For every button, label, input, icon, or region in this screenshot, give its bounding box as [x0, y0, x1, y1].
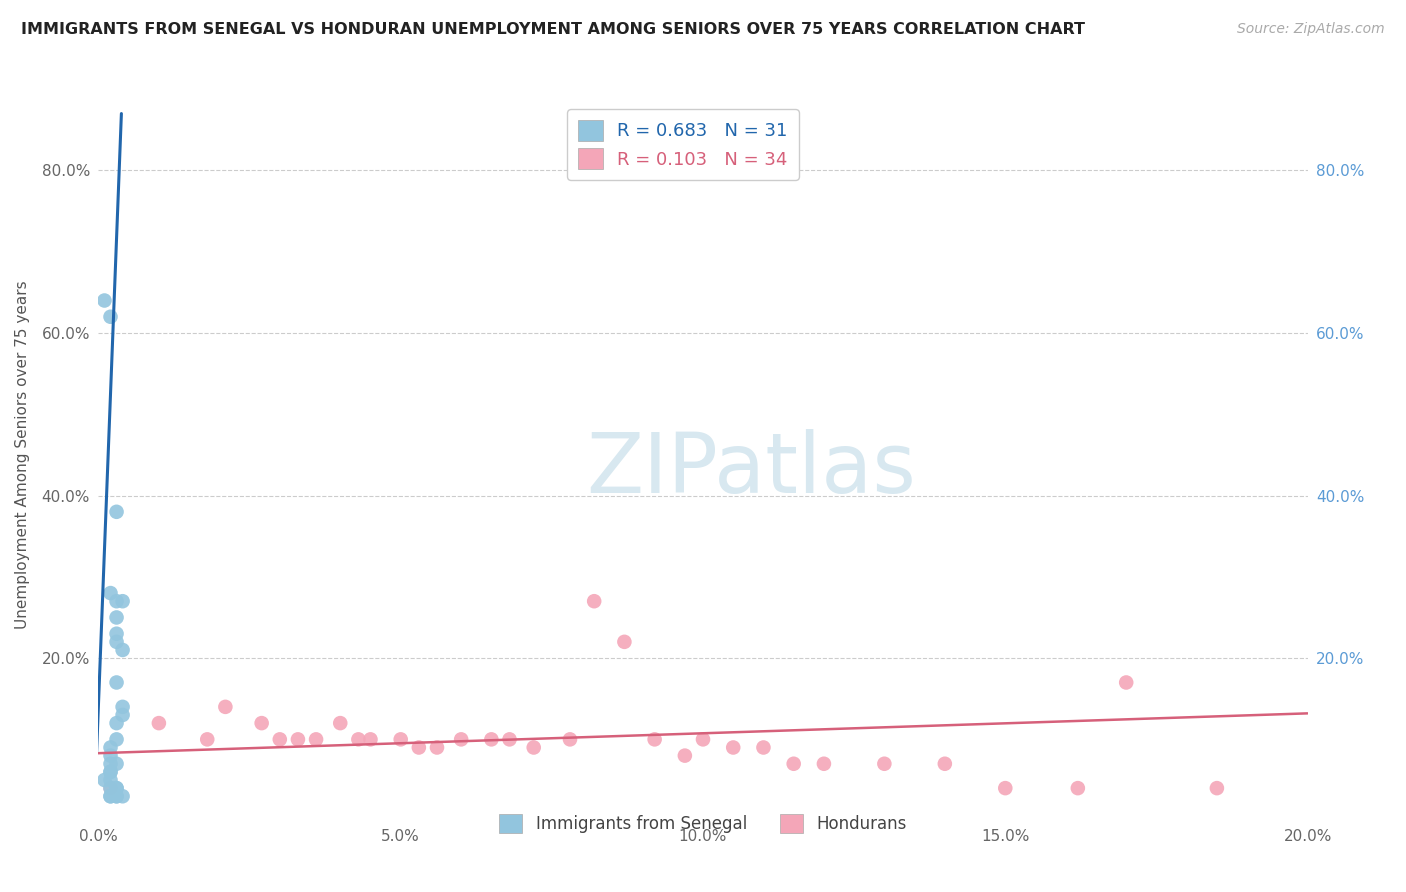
Point [498, 732, 520, 747]
Point [1206, 781, 1229, 796]
Point [105, 594, 128, 608]
Point [100, 310, 122, 324]
Point [813, 756, 835, 771]
Point [100, 789, 122, 804]
Point [111, 594, 134, 608]
Point [360, 732, 382, 747]
Text: ZIPatlas: ZIPatlas [586, 429, 917, 510]
Point [426, 740, 449, 755]
Point [105, 732, 128, 747]
Point [583, 594, 606, 608]
Text: Source: ZipAtlas.com: Source: ZipAtlas.com [1237, 22, 1385, 37]
Point [287, 732, 309, 747]
Point [450, 732, 472, 747]
Point [347, 732, 370, 747]
Point [105, 626, 128, 640]
Point [752, 740, 775, 755]
Point [100, 756, 122, 771]
Point [93, 772, 115, 787]
Point [613, 635, 636, 649]
Point [111, 708, 134, 723]
Point [1067, 781, 1090, 796]
Point [111, 643, 134, 657]
Point [100, 764, 122, 779]
Point [105, 716, 128, 731]
Point [408, 740, 430, 755]
Point [105, 675, 128, 690]
Point [673, 748, 696, 763]
Point [214, 699, 236, 714]
Point [873, 756, 896, 771]
Point [105, 789, 128, 804]
Point [105, 635, 128, 649]
Point [934, 756, 956, 771]
Point [100, 740, 122, 755]
Point [105, 756, 128, 771]
Text: IMMIGRANTS FROM SENEGAL VS HONDURAN UNEMPLOYMENT AMONG SENIORS OVER 75 YEARS COR: IMMIGRANTS FROM SENEGAL VS HONDURAN UNEM… [21, 22, 1085, 37]
Point [105, 781, 128, 796]
Point [105, 781, 128, 796]
Point [100, 772, 122, 787]
Point [481, 732, 503, 747]
Point [269, 732, 291, 747]
Point [305, 732, 328, 747]
Point [100, 781, 122, 796]
Point [523, 740, 546, 755]
Point [111, 699, 134, 714]
Point [692, 732, 714, 747]
Point [100, 586, 122, 600]
Point [105, 610, 128, 624]
Point [723, 740, 745, 755]
Point [389, 732, 412, 747]
Point [105, 789, 128, 804]
Point [994, 781, 1017, 796]
Point [644, 732, 666, 747]
Point [250, 716, 273, 731]
Point [100, 764, 122, 779]
Point [195, 732, 218, 747]
Point [783, 756, 806, 771]
Point [558, 732, 581, 747]
Point [105, 505, 128, 519]
Point [100, 789, 122, 804]
Point [148, 716, 170, 731]
Point [93, 293, 115, 308]
Point [100, 781, 122, 796]
Point [1115, 675, 1137, 690]
Point [111, 789, 134, 804]
Point [100, 748, 122, 763]
Legend: Immigrants from Senegal, Hondurans: Immigrants from Senegal, Hondurans [491, 805, 915, 841]
Point [329, 716, 352, 731]
Y-axis label: Unemployment Among Seniors over 75 years: Unemployment Among Seniors over 75 years [15, 281, 31, 629]
